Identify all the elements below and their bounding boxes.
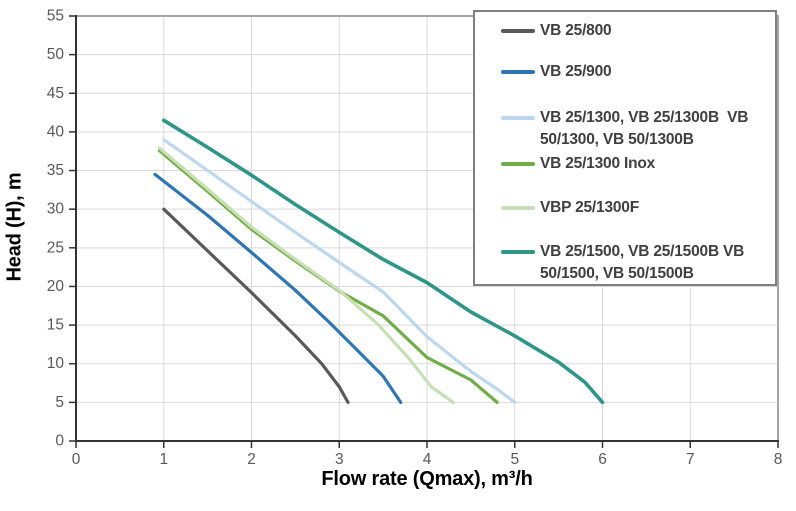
- legend-line-swatch: [501, 250, 535, 254]
- y-tick-label: 15: [47, 317, 64, 334]
- legend-line-swatch: [501, 116, 535, 120]
- legend: VB 25/800 VB 25/900 VB 25/1300, VB 25/13…: [473, 10, 777, 286]
- y-axis-title: Head (H), m: [3, 172, 26, 282]
- legend-label: VB 25/1300 Inox: [540, 155, 656, 172]
- x-tick-label: 7: [686, 451, 695, 468]
- legend-label: VB 25/1300, VB 25/1300B VB 50/1300, VB 5…: [540, 109, 753, 148]
- y-tick-label: 25: [47, 239, 64, 256]
- y-tick-label: 0: [55, 433, 64, 450]
- y-tick-label: 5: [55, 394, 64, 411]
- x-tick-label: 1: [159, 451, 168, 468]
- y-tick-label: 40: [47, 123, 65, 140]
- legend-label: VB 25/1500, VB 25/1500B VB 50/1500, VB 5…: [540, 243, 749, 282]
- legend-line-swatch: [501, 162, 535, 166]
- legend-line-swatch: [501, 29, 535, 33]
- y-tick-label: 50: [47, 46, 65, 63]
- x-tick-label: 6: [598, 451, 607, 468]
- y-tick-label: 30: [47, 201, 65, 218]
- series-line-1: [153, 172, 403, 404]
- series-line-3: [157, 148, 499, 404]
- y-tick-label: 10: [47, 355, 65, 372]
- legend-label: VB 25/800: [540, 22, 612, 39]
- legend-item-vb-25-1500: VB 25/1500, VB 25/1500B VB 50/1500, VB 5…: [501, 241, 769, 285]
- legend-line-swatch: [501, 206, 535, 210]
- x-tick-label: 5: [510, 451, 519, 468]
- legend-label: VBP 25/1300F: [540, 199, 639, 216]
- x-axis-title: Flow rate (Qmax), m³/h: [321, 468, 533, 490]
- x-tick-label: 2: [247, 451, 256, 468]
- y-tick-label: 35: [47, 162, 64, 179]
- y-tick-label: 45: [47, 85, 64, 102]
- x-tick-label: 8: [774, 451, 783, 468]
- legend-item-vb-25-900: VB 25/900: [501, 61, 769, 83]
- legend-item-vb-25-800: VB 25/800: [501, 20, 769, 42]
- x-tick-label: 3: [335, 451, 344, 468]
- series-line-5: [162, 118, 605, 405]
- series-line-2: [162, 138, 517, 404]
- legend-line-swatch: [501, 70, 535, 74]
- legend-item-vbp-25-1300f: VBP 25/1300F: [501, 197, 769, 219]
- y-tick-label: 20: [47, 278, 65, 295]
- series-line-0: [162, 207, 350, 404]
- y-tick-label: 55: [47, 8, 64, 25]
- legend-item-vb-25-1300-inox: VB 25/1300 Inox: [501, 153, 769, 175]
- series-line-4: [157, 146, 455, 404]
- x-tick-label: 4: [423, 451, 432, 468]
- legend-label: VB 25/900: [540, 63, 612, 80]
- x-tick-label: 0: [72, 451, 81, 468]
- legend-item-vb-25-1300: VB 25/1300, VB 25/1300B VB 50/1300, VB 5…: [501, 107, 769, 151]
